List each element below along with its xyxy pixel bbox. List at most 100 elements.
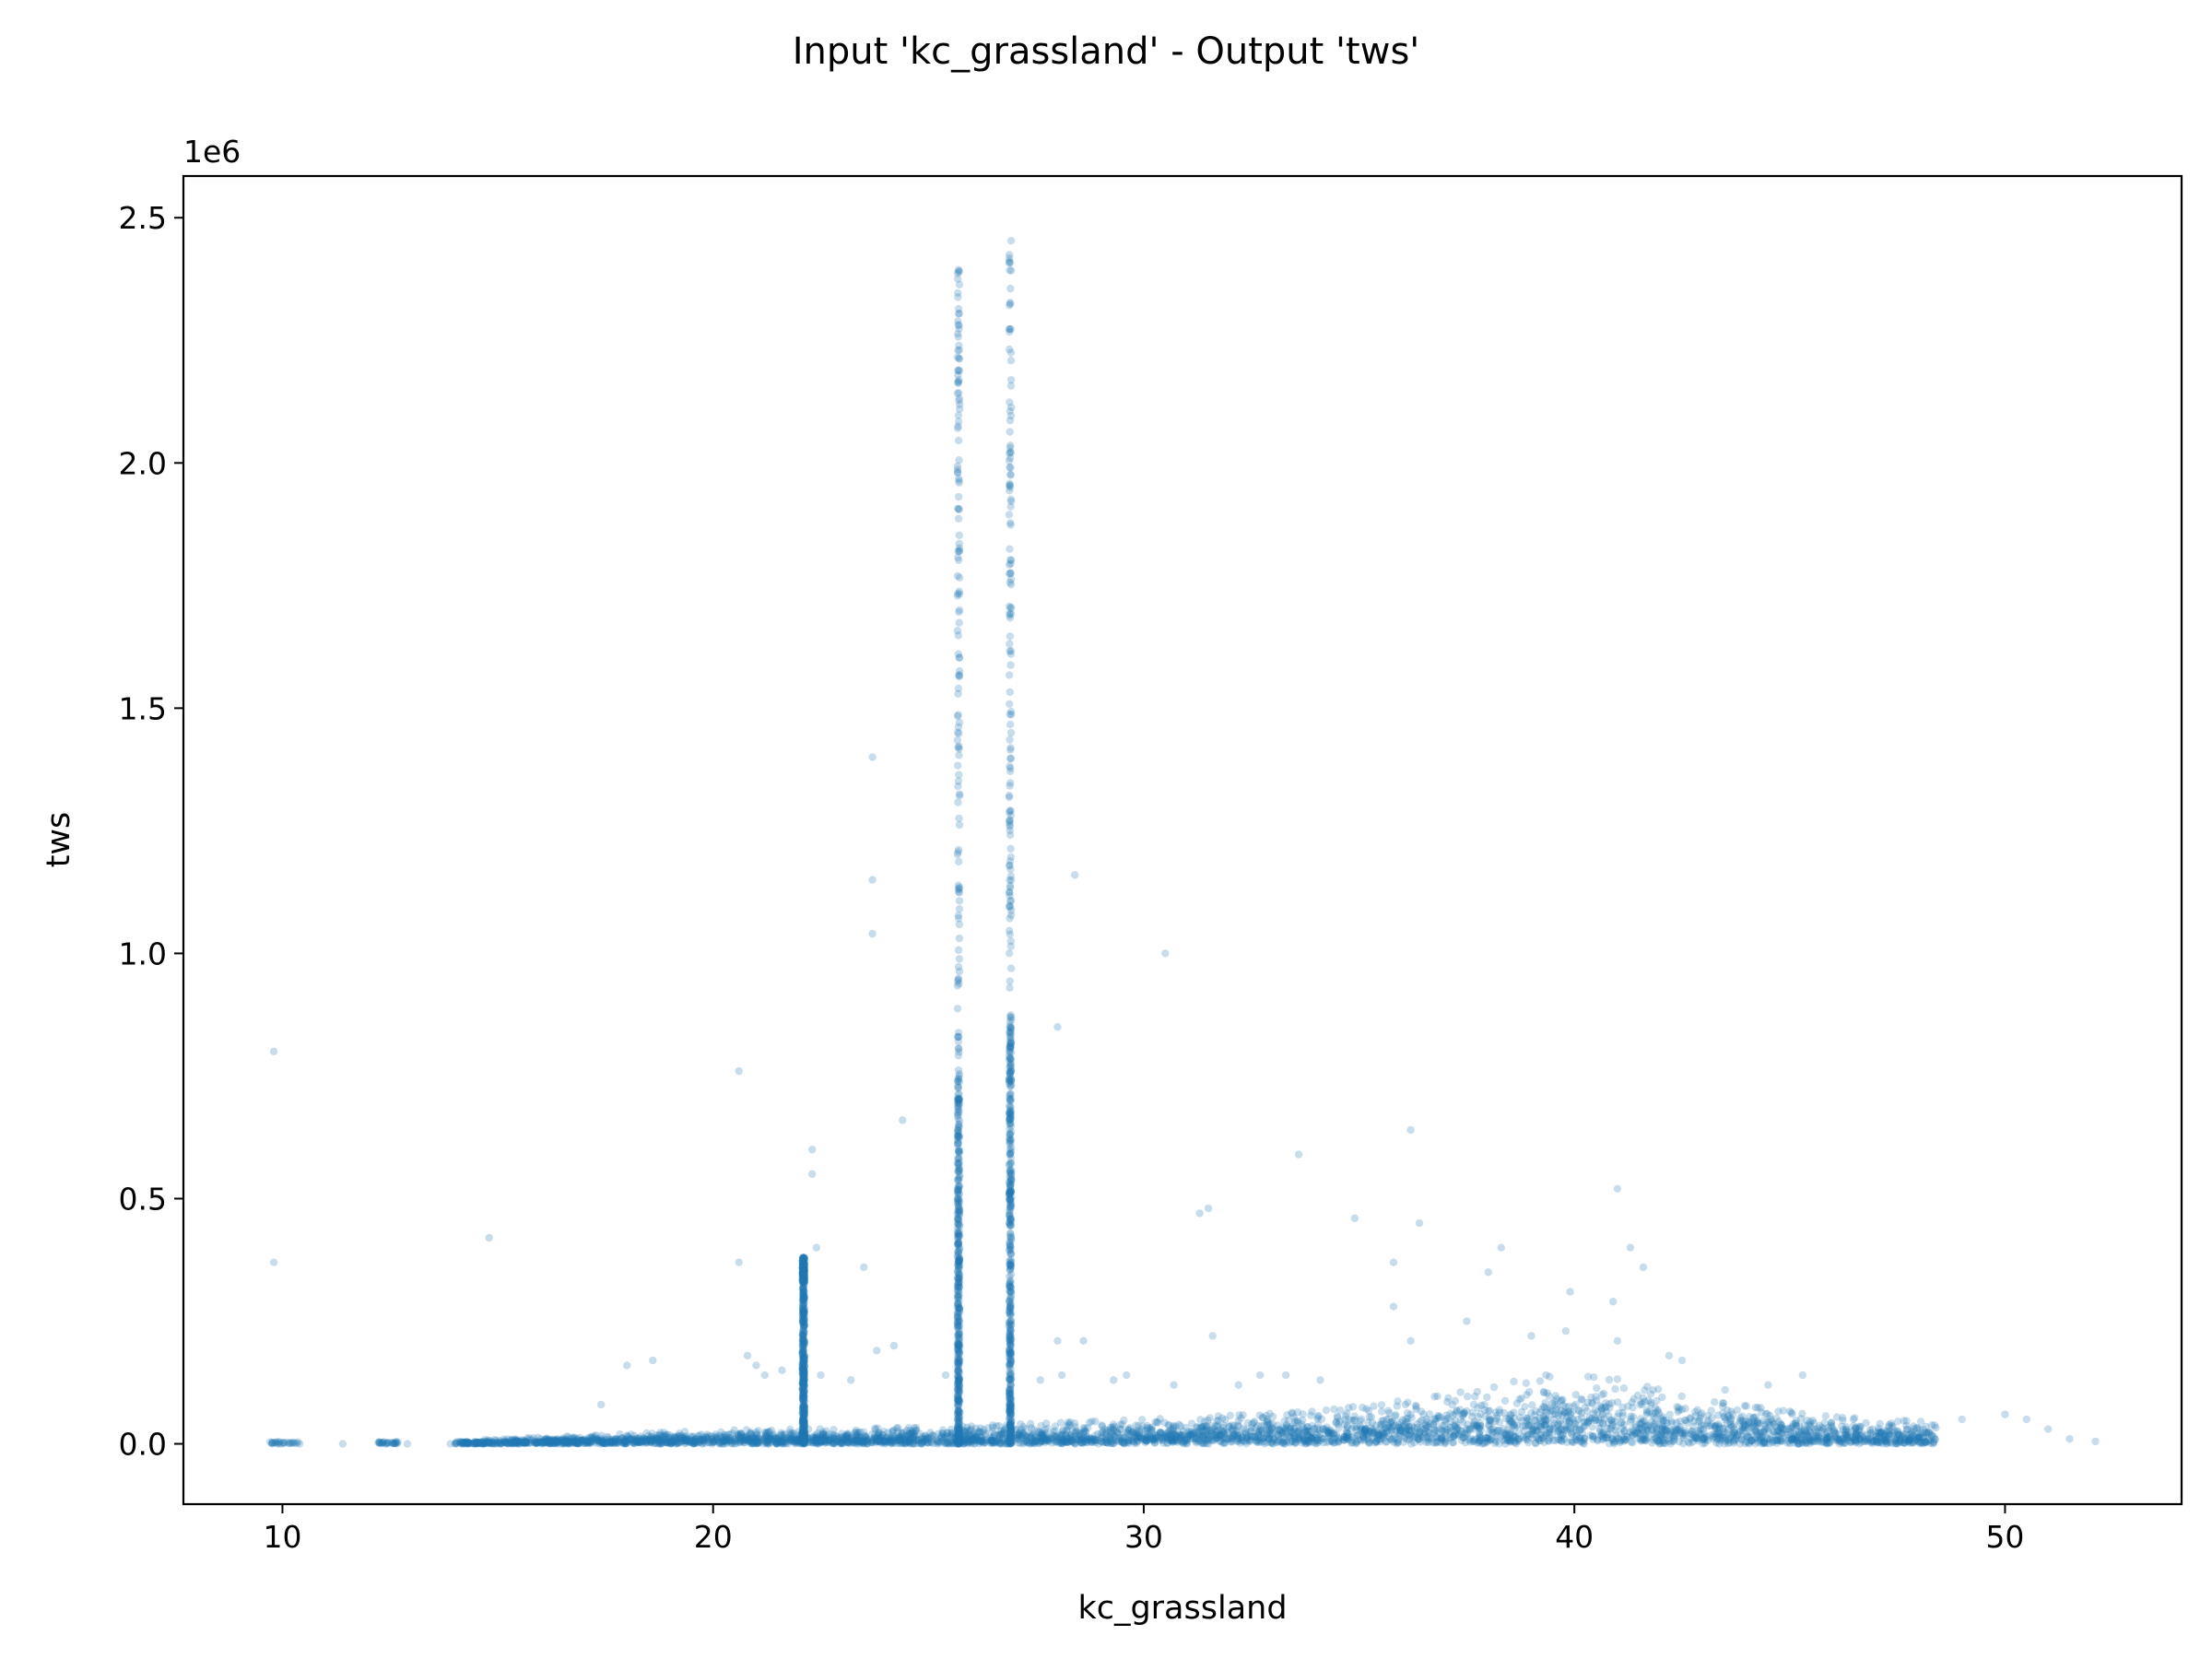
bulk-point xyxy=(1067,1436,1076,1444)
bulk-point xyxy=(924,1439,933,1447)
bulk-point xyxy=(1577,1394,1585,1404)
bulk-point xyxy=(1422,1438,1430,1446)
bulk-point xyxy=(1925,1430,1935,1438)
streak-point xyxy=(955,955,964,963)
bulk-point xyxy=(1835,1436,1843,1444)
streak-point xyxy=(955,531,963,539)
bulk-point xyxy=(1489,1382,1499,1392)
bulk-point xyxy=(961,1429,971,1437)
bulk-point xyxy=(1056,1418,1065,1427)
bulk-point xyxy=(1514,1435,1524,1443)
bulk-point xyxy=(1753,1417,1761,1426)
bulk-point xyxy=(722,1440,731,1448)
bulk-point xyxy=(1726,1415,1735,1424)
bulk-point xyxy=(1008,1437,1017,1445)
bulk-point xyxy=(1554,1427,1562,1436)
bulk-point xyxy=(460,1438,469,1447)
bulk-point xyxy=(664,1433,673,1441)
bulk-point xyxy=(1880,1430,1888,1439)
bulk-point xyxy=(771,1438,781,1446)
bulk-point xyxy=(747,1436,755,1444)
bulk-point xyxy=(1608,1434,1618,1443)
bulk-point xyxy=(1572,1436,1582,1444)
bulk-point xyxy=(1347,1436,1356,1445)
bulk-point xyxy=(1491,1417,1500,1426)
bulk-point xyxy=(771,1437,779,1445)
bulk-point xyxy=(1279,1423,1288,1432)
bulk-point xyxy=(730,1426,738,1434)
bulk-point xyxy=(712,1433,721,1441)
bulk-point xyxy=(456,1439,465,1447)
bulk-point xyxy=(1512,1421,1522,1430)
bulk-point xyxy=(1660,1425,1669,1434)
bulk-point xyxy=(488,1438,497,1446)
bulk-point xyxy=(548,1438,558,1447)
bulk-point xyxy=(1463,1393,1472,1401)
bulk-point xyxy=(1412,1403,1420,1411)
bulk-point xyxy=(1572,1432,1582,1441)
bulk-point xyxy=(1535,1377,1545,1385)
bulk-point xyxy=(1897,1435,1905,1444)
streak-point xyxy=(955,321,963,330)
streak-point xyxy=(955,310,963,318)
bulk-point xyxy=(860,1439,868,1448)
bulk-point xyxy=(597,1435,606,1444)
bulk-point xyxy=(463,1440,471,1448)
bulk-point xyxy=(1641,1436,1649,1445)
bulk-point xyxy=(1524,1416,1533,1424)
streak-point xyxy=(955,820,964,830)
bulk-point xyxy=(1788,1410,1796,1418)
bulk-point xyxy=(1374,1430,1383,1439)
bulk-point xyxy=(987,1436,996,1444)
bulk-point xyxy=(571,1438,580,1447)
bulk-point xyxy=(591,1438,599,1446)
bulk-point xyxy=(638,1435,646,1444)
bulk-point xyxy=(1300,1435,1309,1443)
bulk-point xyxy=(639,1439,647,1447)
bulk-point xyxy=(917,1440,926,1448)
streak-point xyxy=(953,389,962,397)
bulk-point xyxy=(1475,1424,1484,1433)
plot-frame xyxy=(183,176,2182,1504)
bulk-point xyxy=(1439,1427,1448,1435)
bulk-point xyxy=(1031,1437,1040,1445)
bulk-point xyxy=(1701,1436,1710,1444)
bulk-point xyxy=(512,1439,521,1447)
streak-point xyxy=(954,962,963,971)
bulk-point xyxy=(1736,1427,1745,1436)
bulk-point xyxy=(1028,1438,1036,1447)
bulk-point xyxy=(1187,1419,1196,1428)
bulk-point xyxy=(1744,1431,1752,1440)
bulk-point xyxy=(1038,1435,1047,1444)
bulk-point xyxy=(1307,1434,1315,1443)
bulk-point xyxy=(1034,1435,1042,1443)
bulk-point xyxy=(780,1430,788,1440)
bulk-point xyxy=(1294,1436,1302,1444)
streak-point xyxy=(955,1170,964,1179)
bulk-point xyxy=(1515,1413,1524,1422)
bulk-point xyxy=(1118,1433,1126,1442)
bulk-point xyxy=(1071,1440,1079,1448)
bulk-point xyxy=(1652,1414,1660,1423)
bulk-point xyxy=(782,1438,791,1446)
bulk-point xyxy=(469,1440,478,1448)
streak-point xyxy=(954,782,962,791)
bulk-point xyxy=(1611,1437,1619,1445)
streak-point xyxy=(953,592,962,600)
bulk-point xyxy=(1436,1438,1445,1447)
bulk-point xyxy=(1179,1438,1187,1446)
streak-point xyxy=(954,293,962,301)
bulk-point xyxy=(1743,1432,1751,1441)
bulk-point xyxy=(1394,1423,1403,1431)
bulk-point xyxy=(1523,1431,1531,1440)
bulk-point xyxy=(1402,1418,1410,1426)
bulk-point xyxy=(1832,1435,1841,1444)
bulk-point xyxy=(796,1435,806,1443)
bulk-point xyxy=(1666,1428,1676,1437)
streak-point xyxy=(955,547,964,556)
bulk-point xyxy=(1220,1439,1229,1447)
streak-point xyxy=(954,1240,963,1248)
bulk-point xyxy=(1109,1425,1117,1433)
bulk-point xyxy=(1469,1419,1477,1428)
